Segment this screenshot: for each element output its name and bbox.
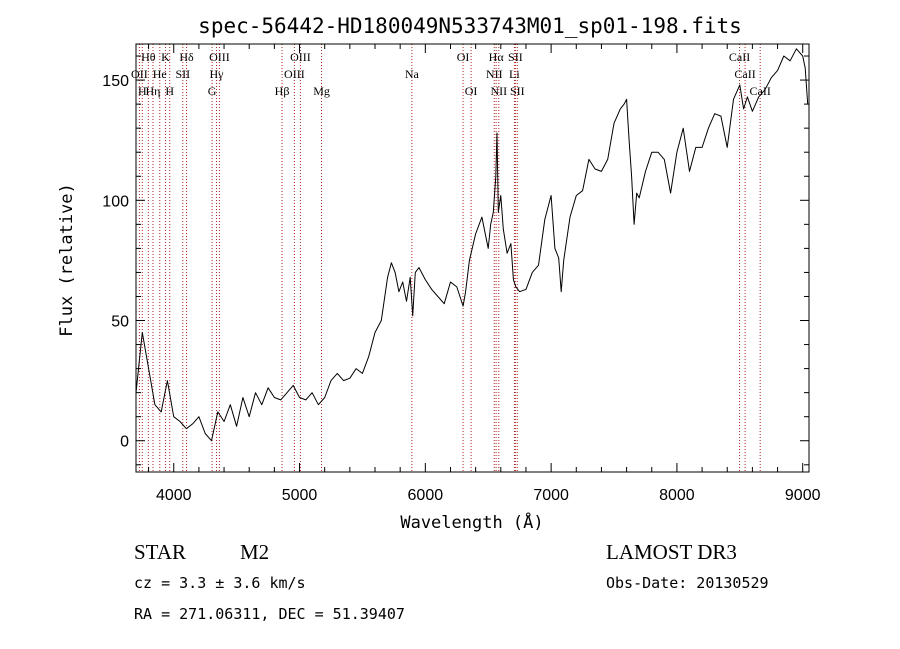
line-label: OII [131, 67, 148, 81]
line-label: OIII [284, 67, 305, 81]
line-label: Mg [313, 84, 330, 98]
spectrum-line [135, 48, 809, 442]
line-label: SII [175, 67, 190, 81]
line-label: SII [508, 50, 523, 64]
line-label: NII [486, 67, 503, 81]
line-label: Hθ [141, 50, 156, 64]
object-subclass: M2 [240, 540, 269, 564]
line-label: Hα [489, 50, 505, 64]
line-label: OI [457, 50, 470, 64]
line-label: Hγ [210, 67, 225, 81]
y-tick-label: 150 [102, 73, 129, 90]
line-label: Hβ [275, 84, 290, 98]
x-ticks: 4000 5000 6000 7000 8000 9000 [148, 44, 821, 504]
line-label: NII [490, 84, 507, 98]
x-tick-label: 8000 [659, 487, 695, 504]
line-label: CaII [750, 84, 771, 98]
observation-date: Obs-Date: 20130529 [606, 574, 769, 592]
object-info: STAR M2 cz = 3.3 ± 3.6 km/s RA = 271.063… [134, 540, 769, 623]
line-label: Hη [146, 84, 161, 98]
line-label: K [161, 50, 170, 64]
line-label: OI [465, 84, 478, 98]
redshift-velocity: cz = 3.3 ± 3.6 km/s [134, 574, 306, 592]
line-label: H [165, 84, 174, 98]
line-label: OIII [290, 50, 311, 64]
line-label: OIII [209, 50, 230, 64]
survey-name: LAMOST DR3 [606, 540, 737, 564]
plot-frame [135, 43, 810, 473]
y-tick-label: 0 [120, 434, 129, 451]
ra-dec: RA = 271.06311, DEC = 51.39407 [134, 605, 405, 623]
emission-line-markers [138, 44, 761, 472]
y-ticks: 0 50 100 150 [102, 55, 809, 466]
x-tick-label: 9000 [785, 487, 821, 504]
line-label: Na [405, 67, 420, 81]
x-tick-label: 6000 [408, 487, 444, 504]
x-tick-label: 5000 [282, 487, 318, 504]
y-tick-label: 50 [111, 314, 129, 331]
y-tick-label: 100 [102, 193, 129, 210]
line-label: G [208, 84, 217, 98]
line-label: CaII [729, 50, 750, 64]
spectrum-series [135, 48, 809, 442]
chart-title: spec-56442-HD180049N533743M01_sp01-198.f… [198, 14, 742, 38]
line-label: Li [509, 67, 520, 81]
line-label: CaII [734, 67, 755, 81]
object-class: STAR [134, 540, 186, 564]
line-label: Hδ [179, 50, 194, 64]
line-label: SII [510, 84, 525, 98]
line-label: He [153, 67, 167, 81]
line-label: H [138, 84, 147, 98]
x-axis-label: Wavelength (Å) [400, 511, 543, 533]
y-axis-label: Flux (relative) [57, 183, 77, 337]
x-tick-label: 4000 [156, 487, 192, 504]
x-tick-label: 7000 [533, 487, 569, 504]
